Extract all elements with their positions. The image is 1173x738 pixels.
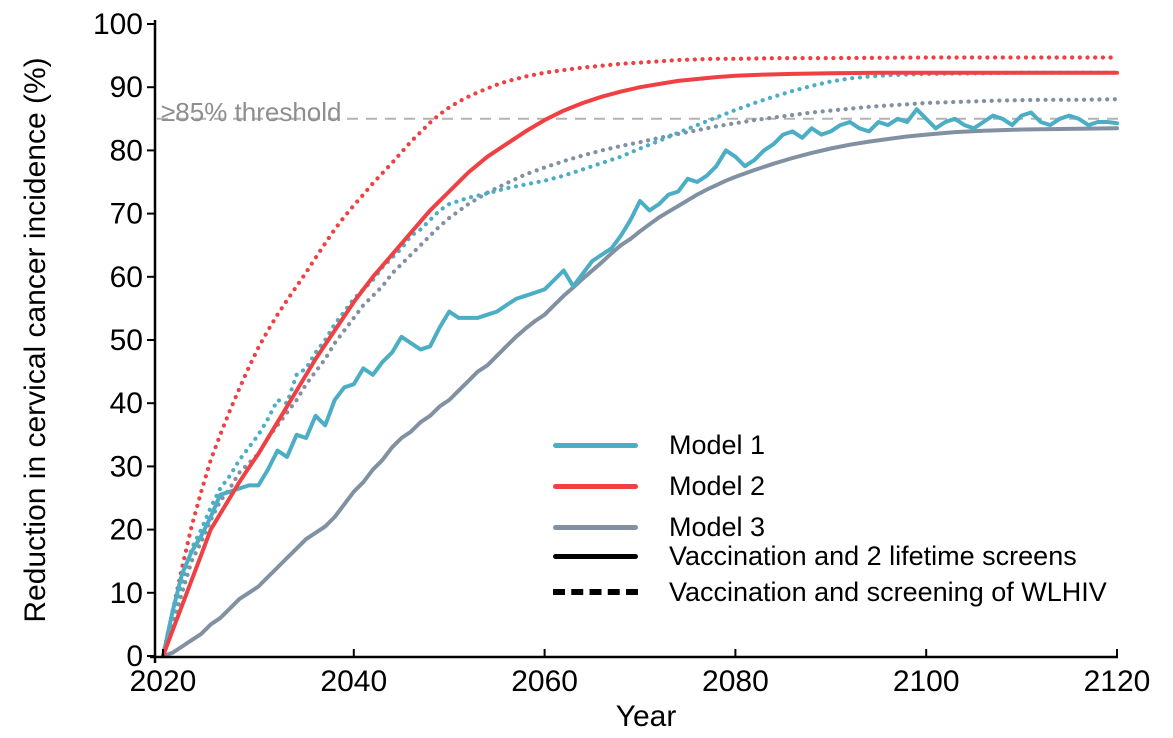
y-tick-label-90: 90 (110, 71, 143, 104)
x-tick-label-2080: 2080 (702, 665, 769, 698)
y-tick-label-40: 40 (110, 387, 143, 420)
legend-label-model-2: Model 2 (669, 470, 766, 501)
dotted-line-swatch (553, 589, 638, 595)
series-line-model-2-dotted (160, 55, 1120, 659)
y-tick-label-10: 10 (110, 577, 143, 610)
series-line-model-1-dotted (160, 70, 1120, 659)
threshold-label: ≥85% threshold (161, 97, 342, 127)
y-axis-title: Reduction in cervical cancer incidence (… (19, 57, 52, 623)
legend-label-solid-scenario: Vaccination and 2 lifetime screens (669, 540, 1077, 571)
legend-label-model-1: Model 1 (669, 429, 766, 460)
legend-item-dotted-scenario: Vaccination and screening of WLHIV (553, 576, 1107, 607)
series-line-model-3-solid (161, 126, 1119, 658)
y-tick-label-100: 100 (93, 8, 143, 41)
solid-line-swatch (553, 553, 638, 559)
legend-label-model-3: Model 3 (669, 511, 766, 542)
legend-item-solid-scenario: Vaccination and 2 lifetime screens (553, 540, 1077, 571)
legend-item-model-3: Model 3 (553, 511, 766, 542)
x-axis-title: Year (615, 700, 677, 733)
y-tick-label-20: 20 (110, 514, 143, 547)
series-line-model-1-solid (161, 107, 1119, 658)
y-tick-label-60: 60 (110, 261, 143, 294)
y-tick-label-50: 50 (110, 324, 143, 357)
y-tick-label-70: 70 (110, 198, 143, 231)
x-tick-label-2060: 2060 (511, 665, 578, 698)
y-tick-label-30: 30 (110, 450, 143, 483)
legend-item-model-1: Model 1 (553, 429, 766, 460)
y-tick-label-0: 0 (126, 640, 143, 673)
model-1-line-swatch (553, 442, 638, 448)
y-tick-label-80: 80 (110, 134, 143, 167)
model-3-line-swatch (553, 524, 638, 530)
x-tick-label-2020: 2020 (130, 665, 197, 698)
series-line-model-2-solid (161, 70, 1119, 658)
x-tick-label-2040: 2040 (320, 665, 387, 698)
x-tick-label-2100: 2100 (893, 665, 960, 698)
legend-label-dotted-scenario: Vaccination and screening of WLHIV (669, 576, 1107, 607)
model-2-line-swatch (553, 483, 638, 489)
legend-item-model-2: Model 2 (553, 470, 766, 501)
x-tick-label-2120: 2120 (1084, 665, 1151, 698)
series-line-model-3-dotted (160, 97, 1120, 659)
